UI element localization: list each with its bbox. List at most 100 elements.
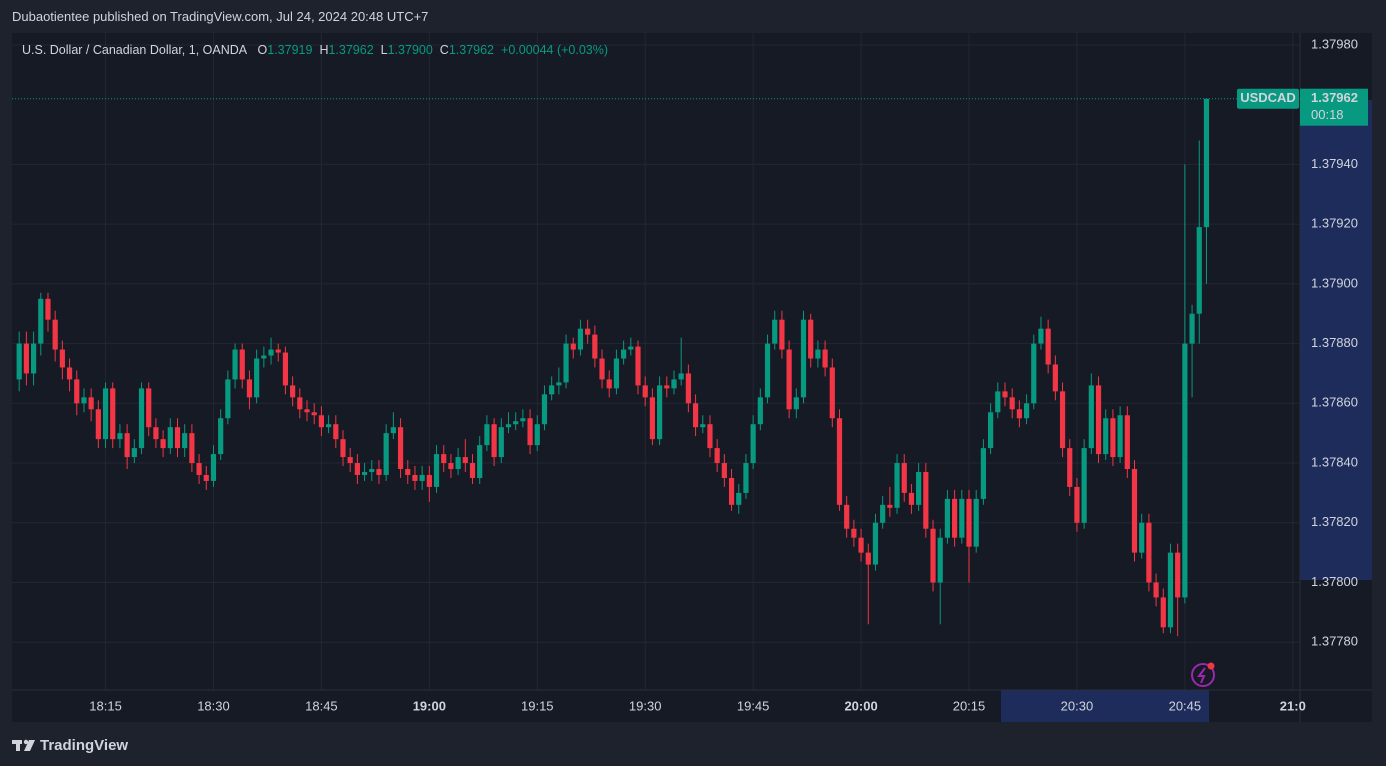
x-tick-label: 19:00 bbox=[413, 698, 446, 713]
candle-body bbox=[290, 385, 296, 398]
candle-body bbox=[246, 379, 253, 398]
candle-body bbox=[772, 319, 778, 344]
candle-body bbox=[469, 463, 476, 478]
y-tick-label: 1.37840 bbox=[1311, 454, 1358, 469]
candle-body bbox=[1167, 552, 1174, 628]
candle-body bbox=[692, 403, 699, 428]
x-tick-label: 20:00 bbox=[844, 698, 877, 713]
candle-body bbox=[592, 334, 598, 359]
price-tag bbox=[1300, 88, 1368, 126]
alert-dot bbox=[1207, 662, 1215, 670]
candle-body bbox=[865, 552, 871, 565]
candle-body bbox=[218, 418, 224, 455]
candle-body bbox=[1139, 522, 1145, 553]
candle-body bbox=[736, 492, 742, 505]
x-tick-label: 19:45 bbox=[737, 698, 770, 713]
candle-body bbox=[95, 409, 101, 440]
candle-body bbox=[1088, 385, 1094, 449]
candle-body bbox=[685, 373, 691, 404]
candle-body bbox=[383, 433, 389, 475]
x-highlight bbox=[1001, 690, 1209, 722]
candle-body bbox=[462, 457, 468, 464]
candle-body bbox=[613, 358, 620, 389]
ohlc-key: C bbox=[439, 43, 449, 57]
candle-body bbox=[117, 433, 123, 440]
candle-body bbox=[441, 454, 447, 464]
candle-body bbox=[570, 343, 576, 350]
candle-body bbox=[743, 463, 749, 493]
candle-body bbox=[577, 328, 584, 350]
plot-bg bbox=[12, 33, 1372, 722]
candle-body bbox=[160, 439, 166, 449]
axes: 1.37980 1.37940 1.37920 1.37900 1.37880 1.378… bbox=[89, 36, 1368, 713]
candle-body bbox=[254, 358, 260, 398]
candle-body bbox=[887, 504, 893, 508]
candle-body bbox=[1067, 448, 1073, 487]
candle-body bbox=[1052, 364, 1058, 392]
candle-body bbox=[455, 457, 461, 470]
candle-body bbox=[527, 418, 533, 446]
candle-body bbox=[1196, 227, 1202, 314]
ohlc-value: 1.37919 bbox=[267, 43, 313, 57]
candle-body bbox=[297, 397, 303, 410]
candle-body bbox=[728, 477, 735, 505]
candle-body bbox=[656, 385, 663, 440]
candle-body bbox=[167, 427, 173, 449]
candle-body bbox=[484, 424, 490, 446]
candle-body bbox=[541, 394, 548, 425]
y-tick-label: 1.37820 bbox=[1311, 514, 1358, 529]
candle-body bbox=[800, 319, 807, 398]
candle-body bbox=[959, 498, 965, 538]
candle-body bbox=[225, 379, 231, 419]
candle-body bbox=[52, 319, 58, 350]
candle-body bbox=[894, 463, 900, 508]
candle-body bbox=[721, 463, 727, 478]
candle-body bbox=[635, 346, 641, 386]
candle-body bbox=[1117, 415, 1123, 458]
y-tick-label: 1.37860 bbox=[1311, 395, 1358, 410]
candle-body bbox=[131, 448, 137, 458]
candle-body bbox=[1175, 552, 1181, 598]
candle-body bbox=[872, 522, 879, 565]
alert-icon[interactable] bbox=[1191, 663, 1215, 687]
candle-body bbox=[59, 349, 65, 368]
candle-body bbox=[275, 349, 281, 353]
candle-body bbox=[491, 424, 497, 458]
candle-body bbox=[1189, 313, 1195, 344]
ohlc-key: L bbox=[380, 43, 388, 57]
candle-body bbox=[1203, 98, 1210, 228]
candle-body bbox=[980, 448, 986, 499]
candle-body bbox=[556, 382, 562, 386]
logo-dot bbox=[23, 739, 29, 745]
candle-body bbox=[124, 433, 130, 458]
candle-body bbox=[1009, 397, 1015, 410]
candle-body bbox=[1103, 418, 1109, 455]
candle-body bbox=[448, 463, 454, 470]
candle-body bbox=[397, 427, 404, 470]
candle-body bbox=[714, 448, 720, 464]
candle-body bbox=[30, 343, 37, 374]
candle-body bbox=[477, 445, 483, 478]
candle-body bbox=[318, 415, 325, 428]
published-line: Dubaotientee published on TradingView.co… bbox=[12, 9, 429, 24]
candle-body bbox=[390, 427, 396, 434]
x-tick-label: 18:15 bbox=[89, 698, 122, 713]
candle-body bbox=[88, 397, 94, 410]
ohlc-value: 1.37900 bbox=[387, 43, 433, 57]
symbol-tag bbox=[1237, 88, 1299, 109]
candle-body bbox=[361, 471, 368, 475]
y-tick-label: 1.37780 bbox=[1311, 634, 1358, 649]
candle-body bbox=[908, 492, 915, 505]
candle-body bbox=[822, 349, 828, 368]
candle-body bbox=[196, 463, 202, 475]
candle-body bbox=[1146, 522, 1152, 583]
candle-body bbox=[700, 424, 706, 428]
ohlc-key: H bbox=[319, 43, 329, 57]
candle-body bbox=[628, 346, 634, 350]
candle-body bbox=[239, 349, 245, 380]
candle-body bbox=[232, 349, 238, 380]
candle-body bbox=[1131, 469, 1138, 553]
candle-body bbox=[829, 367, 835, 419]
candle-body bbox=[153, 427, 159, 440]
